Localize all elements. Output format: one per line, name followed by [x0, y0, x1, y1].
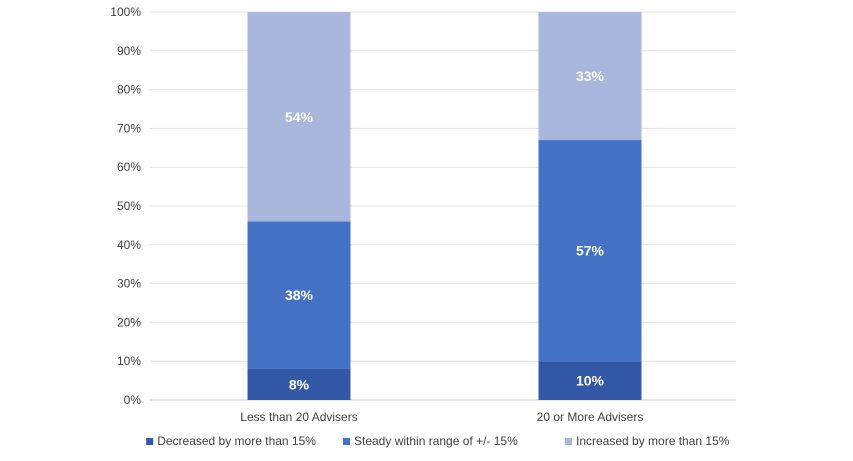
bar-segment	[538, 12, 642, 141]
y-axis-ticks: 0% 10% 20% 30% 40% 50% 60% 70% 80% 90% 100%	[110, 5, 141, 407]
legend-label: Decreased by more than 15%	[157, 434, 316, 448]
bar-segment	[247, 221, 351, 369]
gridlines	[150, 11, 736, 401]
data-label: 57%	[576, 243, 605, 259]
y-tick-label: 60%	[117, 160, 141, 174]
data-label: 33%	[576, 68, 605, 84]
legend-swatch	[146, 438, 154, 445]
data-labels: 8% 38% 54% 10% 57% 33%	[285, 68, 605, 392]
legend-label: Steady within range of +/- 15%	[354, 434, 518, 448]
bar-segment	[247, 368, 351, 400]
x-category-label: Less than 20 Advisers	[240, 410, 357, 424]
y-tick-label: 50%	[117, 199, 141, 213]
y-tick-label: 20%	[117, 315, 141, 329]
bars	[247, 12, 642, 400]
y-tick-label: 0%	[124, 393, 142, 407]
bar-segment	[247, 12, 351, 222]
y-tick-label: 70%	[117, 121, 141, 135]
legend-swatch	[343, 438, 350, 445]
y-tick-label: 10%	[117, 354, 141, 368]
y-tick-label: 40%	[117, 238, 141, 252]
bar-segment	[538, 140, 642, 362]
y-tick-label: 30%	[117, 277, 141, 291]
data-label: 8%	[289, 376, 310, 392]
y-tick-label: 100%	[110, 5, 141, 19]
data-label: 54%	[285, 109, 314, 125]
data-label: 10%	[576, 373, 605, 389]
legend-label: Increased by more than 15%	[576, 434, 730, 448]
y-tick-label: 80%	[117, 83, 141, 97]
bar-segment	[538, 361, 642, 400]
x-category-label: 20 or More Advisers	[537, 410, 644, 424]
legend: Decreased by more than 15% Steady within …	[146, 434, 730, 448]
data-label: 38%	[285, 287, 314, 303]
y-tick-label: 90%	[117, 44, 141, 58]
legend-swatch	[565, 438, 572, 445]
x-axis-categories: Less than 20 Advisers 20 or More Advisers	[240, 410, 643, 424]
